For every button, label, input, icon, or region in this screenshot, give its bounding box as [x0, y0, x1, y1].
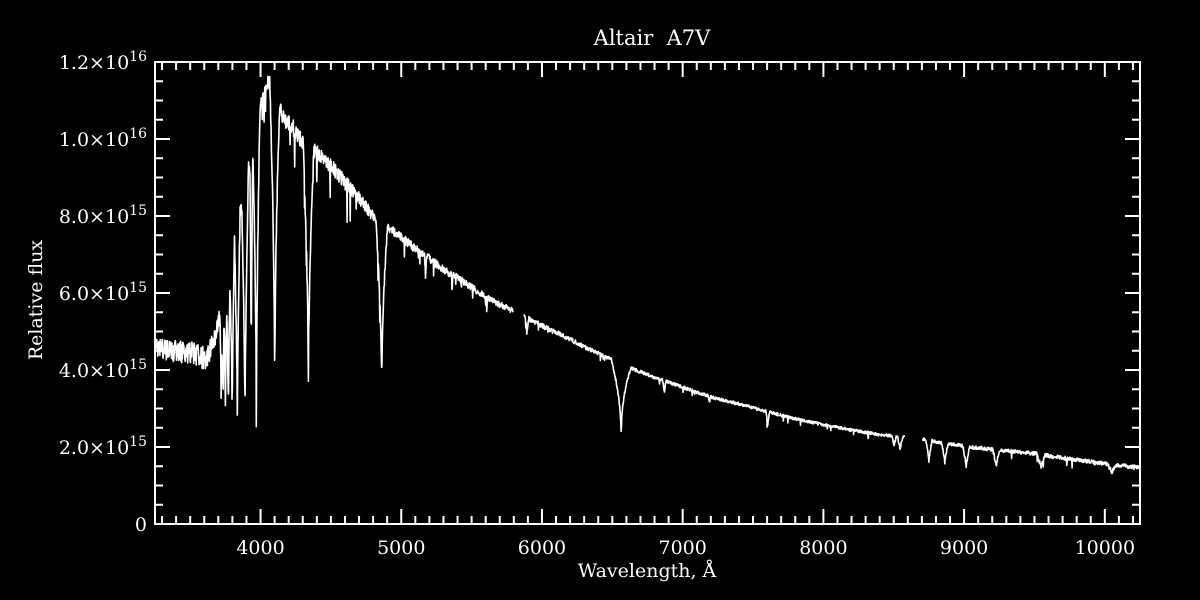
- spectrum-trace-layer: [155, 75, 1140, 475]
- x-tick-label: 8000: [799, 537, 847, 559]
- chart-title: Altair A7V: [593, 26, 711, 50]
- x-tick-label: 5000: [377, 537, 425, 559]
- y-tick-label: 4.0×1015: [59, 357, 147, 382]
- axes: [154, 61, 1141, 525]
- y-tick-label: 2.0×1015: [59, 434, 147, 459]
- x-tick-label: 4000: [236, 537, 284, 559]
- y-tick-label: 1.2×1016: [59, 49, 147, 74]
- y-tick-label: 8.0×1015: [59, 203, 147, 228]
- y-tick-label: 1.0×1016: [59, 126, 147, 151]
- labels: Altair A7V Wavelength, Å Relative flux 4…: [25, 26, 1135, 582]
- x-tick-label: 6000: [518, 537, 566, 559]
- plot-frame: [154, 61, 1141, 525]
- spectrum-trace: [155, 75, 1140, 475]
- x-tick-label: 9000: [940, 537, 988, 559]
- x-tick-label: 10000: [1075, 537, 1135, 559]
- y-axis-title: Relative flux: [25, 240, 47, 361]
- x-tick-label: 7000: [658, 537, 706, 559]
- x-axis-title: Wavelength, Å: [578, 560, 717, 582]
- y-tick-label: 0: [135, 514, 147, 536]
- y-tick-label: 6.0×1015: [59, 280, 147, 305]
